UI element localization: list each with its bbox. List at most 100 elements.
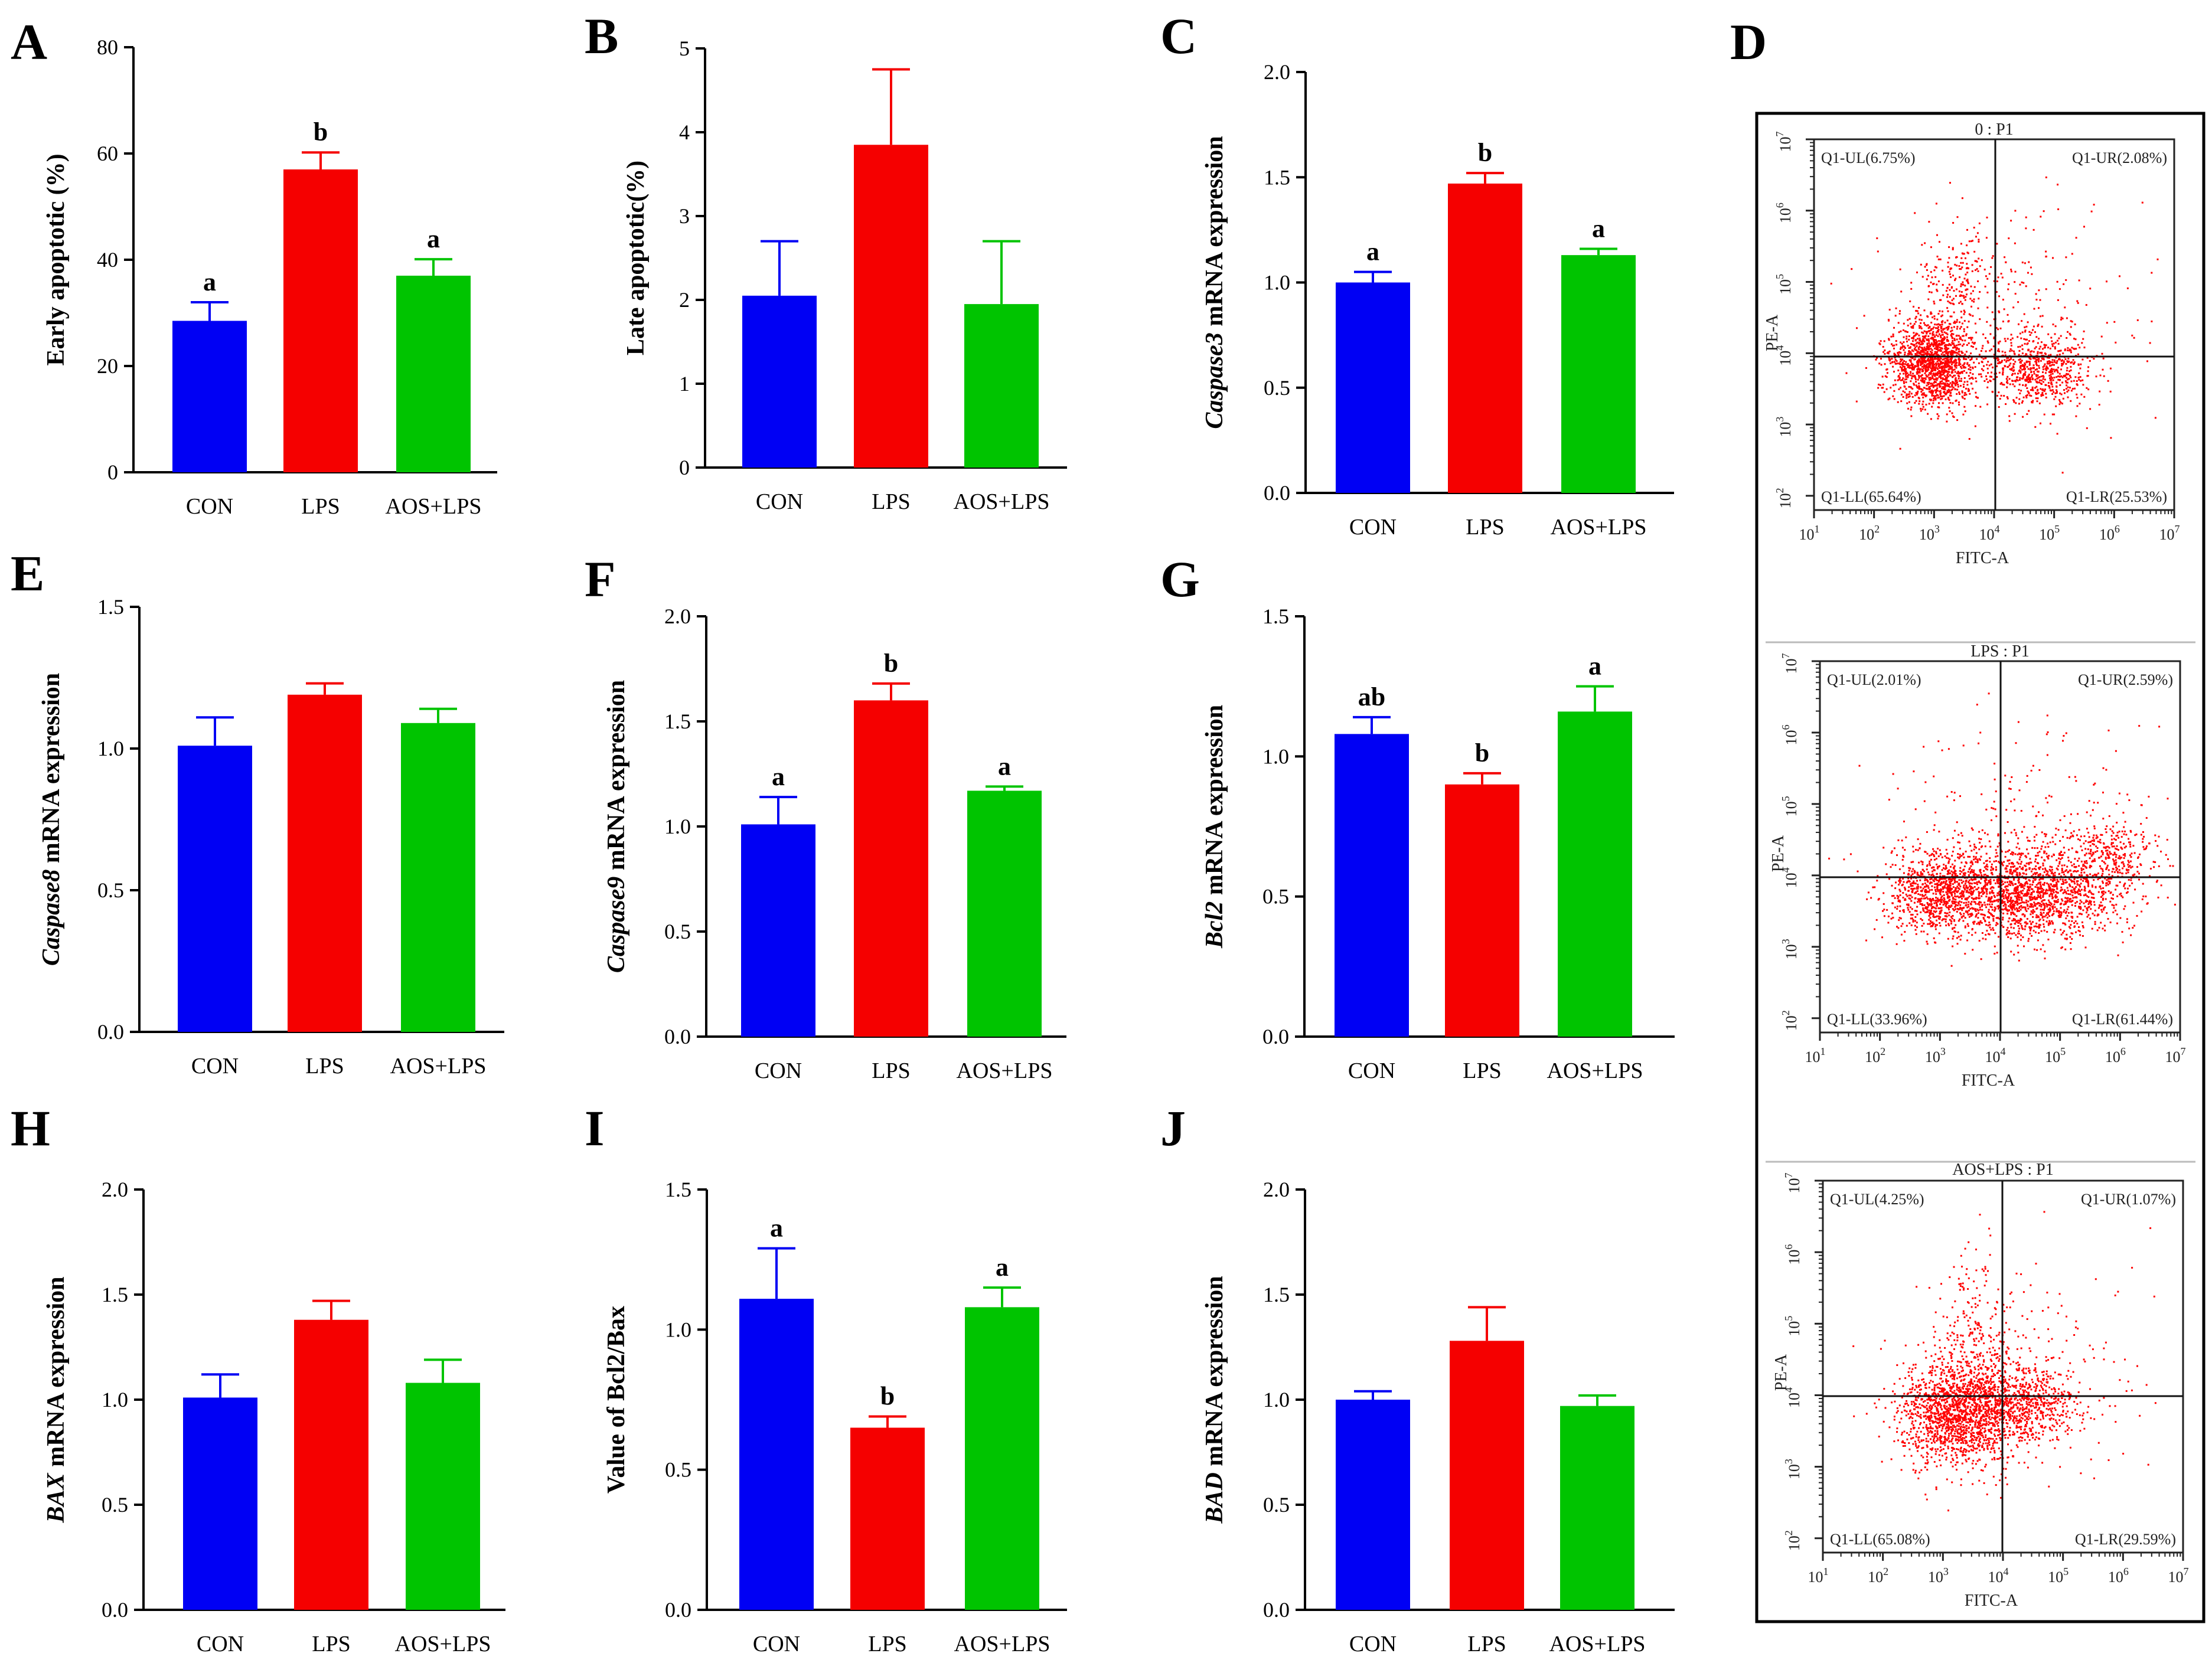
scatter-dot [2087, 881, 2089, 883]
scatter-dot [2058, 862, 2061, 865]
scatter-dot [1985, 879, 1988, 881]
scatter-dot [2014, 904, 2016, 907]
scatter-dot [2055, 405, 2057, 407]
scatter-dot [1945, 366, 1947, 368]
scatter-dot [2032, 228, 2035, 231]
scatter-dot [1924, 335, 1926, 338]
scatter-dot [2035, 380, 2038, 383]
scatter-dot [2004, 901, 2006, 903]
scatter-dot [1937, 280, 1940, 283]
scatter-dot [2075, 348, 2077, 350]
scatter-dot [1981, 891, 1983, 893]
scatter-dot [2018, 959, 2020, 962]
scatter-dot [1939, 349, 1941, 352]
scatter-dot [2115, 910, 2117, 911]
scatter-dot [1906, 393, 1908, 396]
scatter-dot [1979, 882, 1982, 884]
panel-letter: H [11, 1100, 50, 1156]
scatter-dot [1972, 378, 1974, 380]
bar-aos-lps [964, 304, 1039, 468]
scatter-dot [2119, 871, 2121, 874]
scatter-dot [1966, 923, 1969, 925]
scatter-dot [2040, 383, 2043, 385]
scatter-dot [2030, 358, 2032, 360]
scatter-dot [1921, 347, 1924, 349]
scatter-dot [1880, 384, 1881, 386]
scatter-dot [1910, 371, 1912, 373]
scatter-dot [1987, 900, 1989, 902]
scatter-dot [1969, 867, 1971, 870]
scatter-dot [1937, 397, 1939, 399]
scatter-dot [2069, 936, 2071, 938]
scatter-dot [2007, 821, 2009, 823]
y-axis-label-gene: Caspase3 [1201, 332, 1228, 429]
scatter-dot [2024, 368, 2026, 370]
scatter-dot [2102, 880, 2103, 883]
scatter-dot [1970, 305, 1972, 308]
scatter-dot [2057, 367, 2059, 369]
scatter-dot [1971, 914, 1973, 916]
scatter-dot [1943, 372, 1945, 374]
scatter-dot [2078, 907, 2080, 909]
scatter-dot [1918, 358, 1920, 361]
scatter-dot [2056, 389, 2057, 391]
scatter-dot [2060, 903, 2062, 905]
scatter-dot [1933, 352, 1936, 355]
scatter-dot [2129, 865, 2131, 867]
scatter-dot [1960, 257, 1963, 259]
scatter-dot [1905, 361, 1907, 363]
scatter-dot [1944, 375, 1946, 377]
scatter-dot [1942, 402, 1944, 404]
scatter-dot [1988, 912, 1991, 914]
scatter-dot [2028, 261, 2030, 263]
scatter-dot [1908, 318, 1911, 320]
scatter-dot [2037, 894, 2040, 897]
scatter-dot [2050, 423, 2051, 425]
y-tick-label: 2.0 [102, 1178, 128, 1201]
scatter-dot [1953, 416, 1955, 418]
significance-letter: b [1475, 738, 1489, 767]
scatter-dot [1913, 338, 1914, 340]
scatter-dot [1952, 402, 1954, 404]
scatter-dot [1911, 337, 1913, 339]
scatter-dot [2059, 384, 2061, 386]
scatter-dot [2049, 365, 2051, 367]
scatter-dot [2043, 413, 2045, 416]
scatter-dot [2019, 862, 2022, 865]
scatter-dot [2033, 372, 2035, 375]
scatter-dot [1994, 906, 1996, 909]
scatter-dot [1851, 268, 1853, 270]
scatter-dot [2119, 917, 2122, 919]
scatter-dot [1910, 343, 1913, 345]
scatter-dot [1957, 341, 1960, 343]
scatter-dot [1979, 870, 1981, 873]
scatter-dot [1953, 290, 1955, 292]
scatter-dot [2075, 851, 2077, 853]
scatter-dot [2024, 928, 2026, 930]
scatter-dot [2113, 904, 2115, 907]
scatter-dot [2019, 853, 2021, 855]
scatter-dot [1911, 343, 1914, 345]
scatter-dot [2030, 353, 2032, 355]
scatter-dot [1973, 897, 1976, 900]
scatter-dot [2040, 388, 2042, 390]
scatter-dot [1947, 325, 1950, 328]
scatter-dot [1917, 338, 1919, 340]
scatter-dot [2015, 832, 2017, 834]
significance-letter: b [314, 117, 328, 146]
scatter-dot [1948, 270, 1950, 273]
scatter-dot [1916, 361, 1918, 363]
scatter-dot [2055, 884, 2057, 886]
scatter-dot [1941, 368, 1943, 371]
scatter-dot [1940, 328, 1942, 330]
scatter-dot [2018, 894, 2021, 896]
scatter-dot [1917, 351, 1920, 353]
scatter-dot [1991, 867, 1993, 869]
scatter-dot [2028, 392, 2030, 394]
scatter-dot [2035, 922, 2038, 924]
scatter-dot [1955, 399, 1957, 401]
scatter-dot [1900, 379, 1902, 381]
scatter-dot [1985, 934, 1987, 936]
x-tick-label: 107 [2159, 523, 2180, 543]
